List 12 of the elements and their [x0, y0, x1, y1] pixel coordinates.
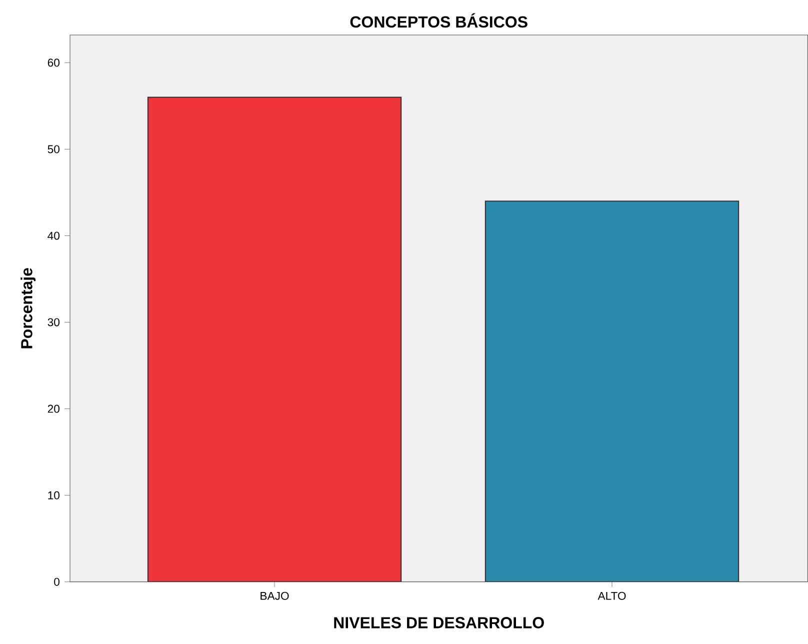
y-tick-label: 30	[48, 318, 60, 326]
y-tick-label: 20	[48, 404, 60, 413]
y-tick-label: 10	[48, 491, 60, 500]
y-tick-label: 50	[48, 145, 60, 154]
y-tick-label: 0	[54, 578, 60, 586]
y-axis-title: Porcentaje	[20, 268, 36, 348]
x-axis-title: NIVELES DE DESARROLLO	[334, 617, 544, 628]
chart-title: CONCEPTOS BÁSICOS	[350, 13, 528, 28]
x-tick-label: ALTO	[598, 592, 626, 600]
y-tick-label: 40	[48, 232, 60, 240]
y-tick-label: 60	[48, 58, 60, 67]
x-tick-label: BAJO	[260, 592, 289, 600]
